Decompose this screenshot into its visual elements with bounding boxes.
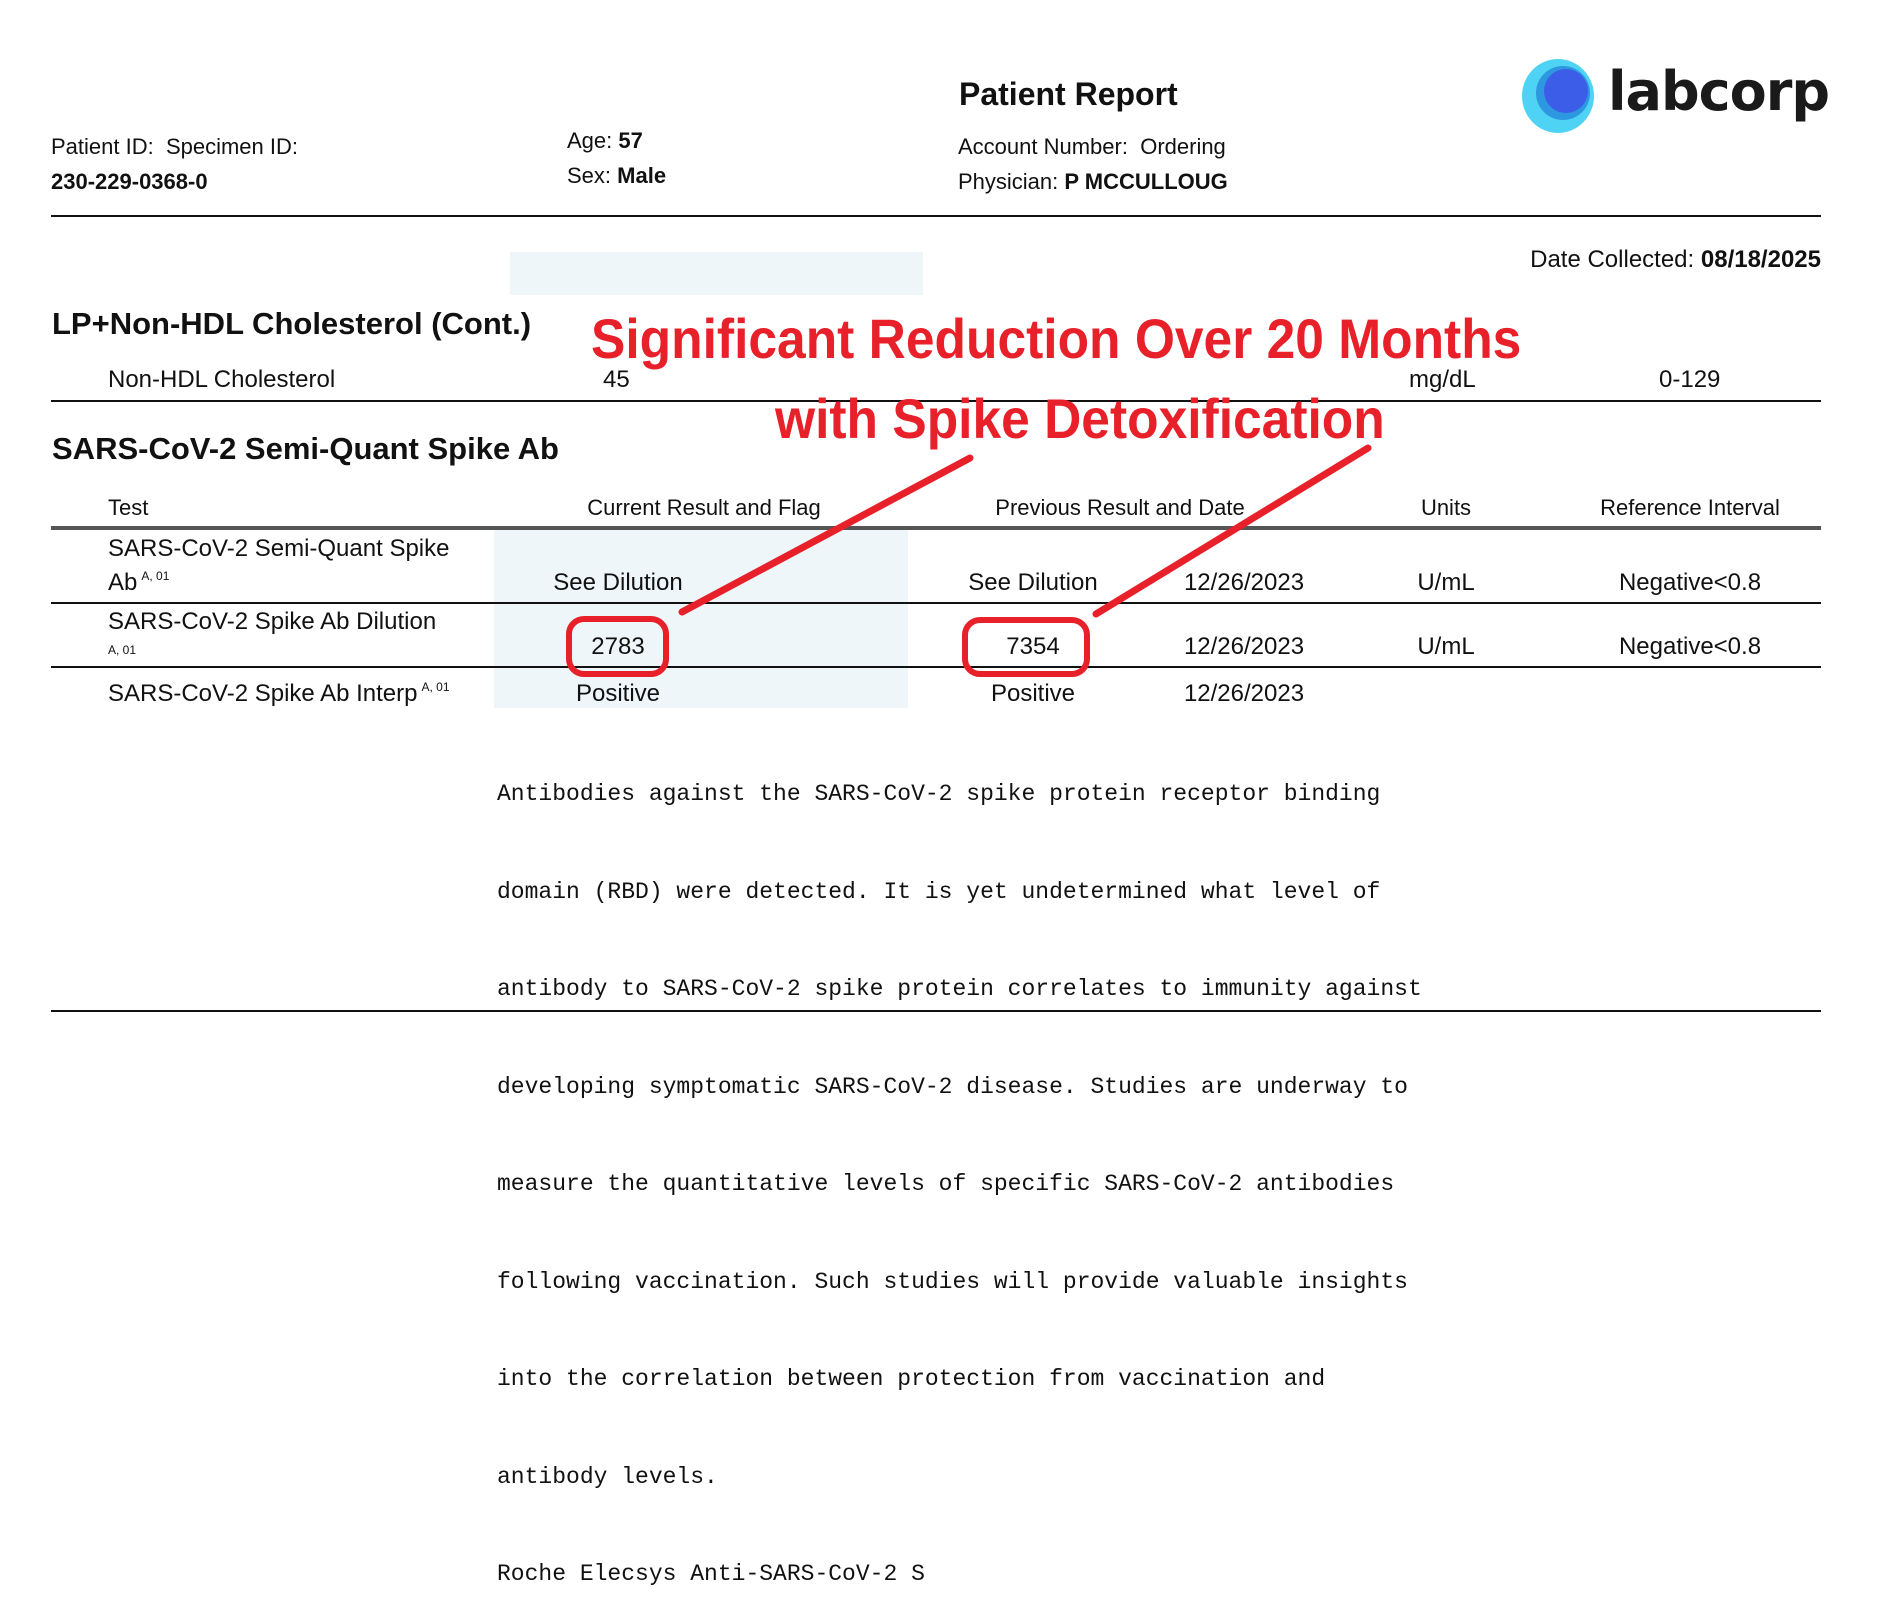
table-header-divider: [51, 526, 1821, 530]
previous-result: 7354: [1006, 633, 1060, 660]
test-name: SARS-CoV-2 Semi-Quant Spike: [108, 535, 450, 562]
flag-superscript: A, 01: [108, 643, 137, 657]
date-collected-label: Date Collected:: [1530, 246, 1695, 273]
flag-superscript: A, 01: [421, 680, 450, 694]
column-header-reference: Reference Interval: [1600, 495, 1780, 520]
account-number-field: Account Number: Ordering: [958, 134, 1226, 160]
sex-label: Sex:: [567, 163, 612, 188]
annotation-arrows: [678, 444, 1372, 618]
previous-date: 12/26/2023: [1183, 680, 1305, 707]
sex-field: Sex: Male: [567, 163, 666, 189]
arrow-line-current: [678, 454, 974, 616]
patient-id-label: Patient ID:: [51, 134, 154, 159]
previous-date: 12/26/2023: [1183, 633, 1305, 660]
current-result: 2783: [591, 633, 645, 660]
reference-interval: Negative<0.8: [1618, 569, 1762, 596]
units-non-hdl: mg/dL: [1409, 366, 1476, 393]
labcorp-logo: labcorp: [1520, 58, 1830, 134]
account-number-label: Account Number:: [958, 134, 1128, 159]
previous-result: See Dilution: [968, 569, 1098, 596]
section-title-cholesterol: LP+Non-HDL Cholesterol (Cont.): [52, 306, 532, 341]
section-bottom-divider: [51, 1010, 1821, 1012]
previous-result: Positive: [990, 680, 1076, 707]
age-field: Age: 57: [567, 128, 643, 154]
test-name: SARS-CoV-2 Spike Ab Dilution: [108, 608, 437, 635]
physician-field: Physician: P MCCULLOUG: [958, 169, 1228, 195]
section-title-sars: SARS-CoV-2 Semi-Quant Spike Ab: [52, 431, 559, 466]
column-header-previous: Previous Result and Date: [995, 495, 1245, 520]
reference-interval: Negative<0.8: [1618, 633, 1762, 660]
reference-non-hdl: 0-129: [1659, 366, 1721, 393]
test-name-cont: Ab A, 01: [108, 569, 170, 596]
specimen-id-label: Specimen ID:: [165, 134, 299, 159]
row-divider: [51, 400, 1821, 402]
physician-label: Physician:: [958, 169, 1059, 194]
age-label: Age:: [567, 128, 613, 153]
comment-line: following vaccination. Such studies will…: [497, 1268, 1408, 1295]
annotation-headline-line2: with Spike Detoxification: [775, 387, 1385, 450]
column-header-current: Current Result and Flag: [587, 495, 821, 520]
date-collected-value: 08/18/2025: [1700, 246, 1821, 273]
comment-line: antibody to SARS-CoV-2 spike protein cor…: [497, 976, 1422, 1002]
ordering-label: Ordering: [1140, 134, 1226, 159]
age-value: 57: [618, 128, 643, 153]
date-collected-field: Date Collected: 08/18/2025: [1530, 246, 1821, 274]
current-result: Positive: [575, 680, 661, 707]
comment-line: Roche Elecsys Anti-SARS-CoV-2 S: [497, 1561, 925, 1587]
column-header-test: Test: [108, 495, 149, 520]
comment-line: antibody levels.: [497, 1463, 718, 1490]
physician-value: P MCCULLOUG: [1064, 169, 1228, 194]
previous-date: 12/26/2023: [1183, 569, 1305, 596]
comment-line: measure the quantitative levels of speci…: [497, 1171, 1395, 1197]
current-result-column-shade: [494, 530, 908, 708]
row-divider: [51, 602, 1821, 604]
labcorp-logo-icon: [1522, 59, 1594, 133]
arrow-line-previous: [1092, 444, 1372, 618]
test-name: SARS-CoV-2 Spike Ab Interp A, 01: [108, 680, 450, 707]
annotation-headline-line1: Significant Reduction Over 20 Months: [591, 307, 1522, 370]
comment-line: into the correlation between protection …: [497, 1366, 1326, 1392]
patient-specimen-id-labels: Patient ID: Specimen ID:: [51, 134, 298, 160]
row-divider: [51, 666, 1821, 668]
highlight-box-previous: [962, 617, 1090, 677]
units: U/mL: [1417, 633, 1475, 660]
shaded-block: [510, 252, 923, 295]
logo-text: labcorp: [1608, 60, 1830, 123]
comment-line: Antibodies against the SARS-CoV-2 spike …: [497, 781, 1381, 807]
specimen-id-value: 230-229-0368-0: [51, 169, 208, 194]
result-non-hdl: 45: [603, 366, 630, 393]
sex-value: Male: [617, 163, 667, 188]
report-title: Patient Report: [959, 76, 1178, 112]
highlight-box-current: [566, 616, 669, 677]
test-name-non-hdl: Non-HDL Cholesterol: [108, 366, 336, 393]
current-result: See Dilution: [553, 569, 683, 596]
header-divider: [51, 215, 1821, 217]
comment-line: developing symptomatic SARS-CoV-2 diseas…: [497, 1073, 1408, 1100]
units: U/mL: [1417, 569, 1475, 596]
comment-line: domain (RBD) were detected. It is yet un…: [497, 878, 1381, 905]
column-header-units: Units: [1420, 495, 1472, 520]
flag-superscript: A, 01: [141, 569, 170, 583]
